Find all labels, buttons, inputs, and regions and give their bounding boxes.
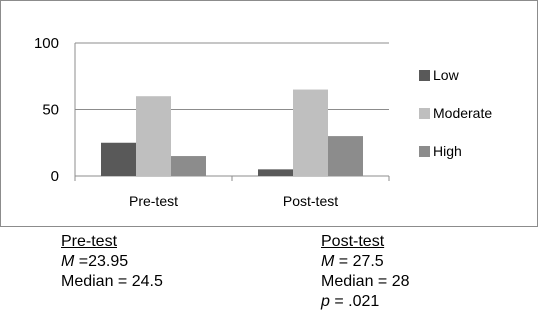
- legend-swatch-moderate: [419, 108, 430, 119]
- post-test-mean-symbol: M: [321, 253, 335, 270]
- chart-area: 0 50 100 Pre-test Post-test Low Moderate High: [0, 0, 538, 227]
- bar-moderate-pre-test: [136, 96, 171, 176]
- post-test-mean-value: = 27.5: [334, 253, 384, 270]
- bar-moderate-post-test: [293, 89, 328, 176]
- bar-high-post-test: [328, 136, 363, 176]
- legend-swatch-high: [419, 146, 430, 157]
- legend-label-low: Low: [433, 67, 460, 83]
- post-test-p-symbol: p: [321, 293, 330, 310]
- y-tick-label: 100: [34, 35, 59, 52]
- pre-test-stats: Pre-test M =23.95 Median = 24.5: [61, 232, 163, 292]
- post-test-mean: M = 27.5: [321, 252, 410, 272]
- bar-low-pre-test: [101, 142, 136, 176]
- y-tick-label: 50: [42, 102, 59, 119]
- pre-test-median: Median = 24.5: [61, 273, 163, 290]
- post-test-heading: Post-test: [321, 233, 385, 250]
- post-test-median: Median = 28: [321, 273, 410, 290]
- bar-low-post-test: [258, 169, 293, 176]
- bar-high-pre-test: [171, 156, 206, 176]
- post-test-p-value: p = .021: [321, 292, 410, 312]
- legend-label-high: High: [433, 143, 462, 159]
- x-category-label: Post-test: [283, 193, 338, 209]
- pre-test-mean: M =23.95: [61, 252, 163, 272]
- legend-label-moderate: Moderate: [433, 105, 492, 121]
- y-tick-label: 0: [51, 168, 59, 185]
- pre-test-heading: Pre-test: [61, 233, 118, 250]
- bar-chart: 0 50 100 Pre-test Post-test Low Moderate High: [34, 35, 492, 209]
- pre-test-mean-value: =23.95: [74, 253, 129, 270]
- x-category-label: Pre-test: [129, 193, 178, 209]
- legend-swatch-low: [419, 70, 430, 81]
- pre-test-mean-symbol: M: [61, 253, 75, 270]
- post-test-p-number: = .021: [329, 293, 380, 310]
- post-test-stats: Post-test M = 27.5 Median = 28 p = .021: [321, 232, 410, 312]
